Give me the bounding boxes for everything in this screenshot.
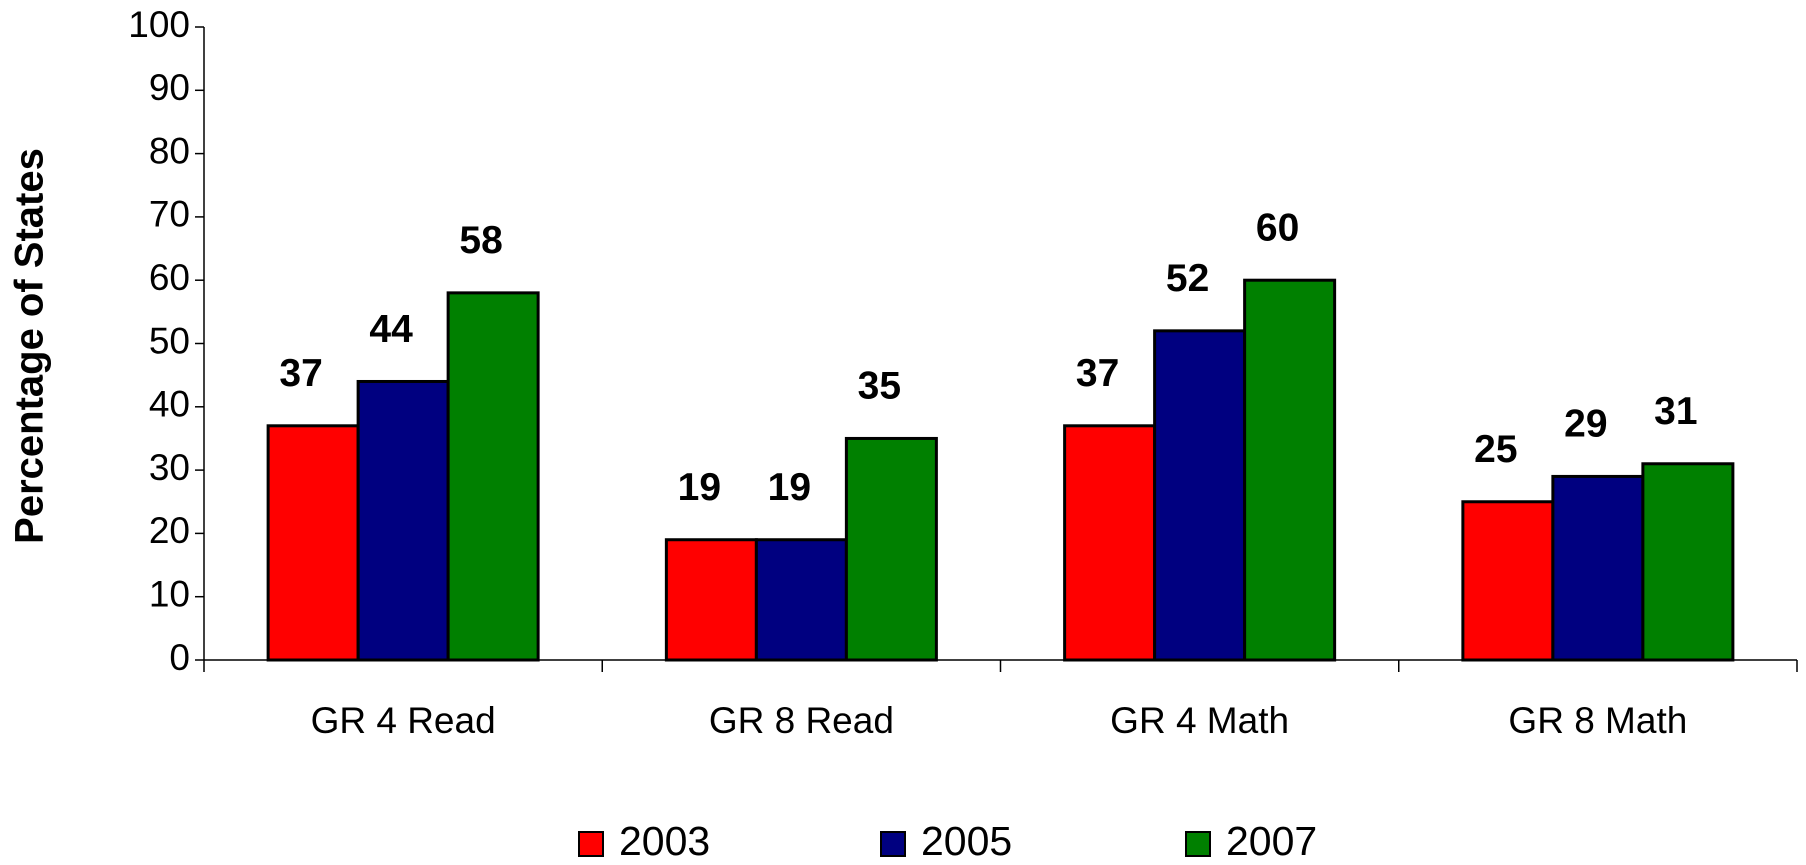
- bar: [754, 538, 848, 662]
- x-tick-label: GR 8 Read: [709, 700, 894, 741]
- value-label: 29: [1564, 403, 1607, 446]
- value-label: 60: [1256, 206, 1299, 249]
- value-label: 19: [678, 466, 721, 509]
- y-tick-label: 10: [149, 573, 190, 614]
- value-label: 19: [768, 466, 811, 509]
- y-axis-label: Percentage of States: [8, 148, 52, 544]
- bar: [1063, 424, 1157, 662]
- value-label: 31: [1654, 390, 1697, 433]
- bar: [1461, 500, 1555, 662]
- value-label: 37: [279, 352, 322, 395]
- y-tick-label: 40: [149, 384, 190, 425]
- y-tick-label: 50: [149, 320, 190, 361]
- x-tick-label: GR 4 Read: [311, 700, 496, 741]
- x-tick-label: GR 8 Math: [1508, 700, 1687, 741]
- value-label: 37: [1076, 352, 1119, 395]
- legend-label: 2007: [1226, 818, 1317, 864]
- y-tick-label: 0: [169, 637, 190, 678]
- bar: [356, 379, 450, 662]
- legend-swatch: [1185, 831, 1211, 857]
- bar: [664, 538, 758, 662]
- bar: [1243, 278, 1337, 662]
- y-tick-label: 70: [149, 194, 190, 235]
- y-tick-label: 80: [149, 130, 190, 171]
- y-tick-label: 30: [149, 447, 190, 488]
- legend-swatch: [880, 831, 906, 857]
- y-tick-label: 20: [149, 510, 190, 551]
- value-label: 35: [858, 365, 901, 408]
- bar: [1153, 329, 1247, 662]
- value-label: 44: [369, 308, 413, 351]
- bar: [266, 424, 360, 662]
- bar: [1551, 474, 1645, 662]
- y-tick-label: 90: [149, 67, 190, 108]
- value-label: 58: [459, 219, 502, 262]
- value-label: 25: [1474, 428, 1517, 471]
- legend-label: 2005: [921, 818, 1012, 864]
- y-tick-label: 60: [149, 257, 190, 298]
- x-tick-label: GR 4 Math: [1110, 700, 1289, 741]
- y-tick-label: 100: [128, 4, 190, 45]
- bar: [844, 436, 938, 662]
- bar: [446, 291, 540, 662]
- value-label: 52: [1166, 257, 1209, 300]
- legend-label: 2003: [619, 818, 710, 864]
- bar: [1641, 462, 1735, 662]
- legend-swatch: [578, 831, 604, 857]
